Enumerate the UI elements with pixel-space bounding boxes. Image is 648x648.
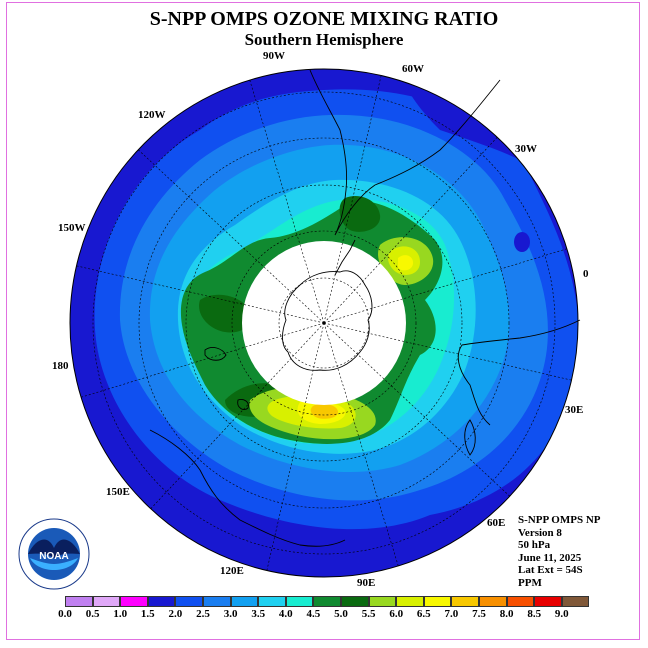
map-boundary [69, 68, 579, 578]
colorbar-tick-label: 7.0 [444, 608, 459, 620]
colorbar-tick-label: 5.0 [334, 608, 348, 620]
colorbar-tick-label: 2.0 [168, 608, 183, 620]
colorbar-tick-label: 6.5 [416, 608, 431, 620]
colorbar-tick-label: 0.0 [58, 608, 72, 620]
lon-label-30w: 30W [515, 143, 537, 155]
colorbar-tick-label: 6.0 [389, 608, 404, 620]
colorbar-tick-label: 0.5 [85, 608, 100, 620]
coastlines [149, 69, 581, 547]
madagascar-coast [464, 419, 476, 456]
lon-label-90e: 90E [357, 577, 376, 589]
colorbar-swatch [285, 596, 314, 607]
noaa-logo: NOAA [18, 518, 90, 590]
info-line-units: PPM [518, 576, 542, 589]
colorbar-swatch [175, 596, 203, 607]
colorbar-swatch [92, 596, 121, 607]
colorbar-swatch [65, 596, 93, 607]
latitude-circles [92, 91, 556, 555]
colorbar-tick-label: 5.5 [361, 608, 376, 620]
info-line-date: June 11, 2025 [518, 551, 582, 564]
colorbar [65, 596, 590, 607]
colorbar-swatch [478, 596, 507, 607]
colorbar-swatch [451, 596, 479, 607]
colorbar-swatch [202, 596, 231, 607]
lon-label-120e: 120E [220, 565, 244, 577]
colorbar-swatch [340, 596, 369, 607]
colorbar-tick-label: 7.5 [472, 608, 486, 620]
info-line-lat-extent: Lat Ext = 54S [518, 564, 583, 576]
lon-label-0: 0 [583, 268, 589, 280]
south-america-coast [309, 69, 501, 236]
lon-label-120w: 120W [138, 109, 166, 121]
antarctica-coast [282, 270, 373, 371]
colorbar-swatch [368, 596, 397, 607]
colorbar-tick-label: 4.5 [306, 608, 321, 620]
colorbar-swatch [561, 596, 590, 607]
colorbar-swatch [313, 596, 341, 607]
map-title: S-NPP OMPS OZONE MIXING RATIO [149, 8, 499, 30]
colorbar-swatch [147, 596, 176, 607]
info-line-pressure: 50 hPa [518, 539, 551, 551]
colorbar-swatch [230, 596, 259, 607]
info-line-satellite: S-NPP OMPS NP [518, 514, 601, 526]
contour-6-5 [297, 255, 414, 424]
noaa-logo-text: NOAA [39, 551, 68, 562]
contour-5-0 [199, 195, 381, 417]
lon-label-180: 180 [52, 360, 69, 372]
lon-label-60w: 60W [402, 63, 424, 75]
contour-low-spot [514, 232, 530, 252]
colorbar-tick-label: 1.5 [140, 608, 155, 620]
lon-label-90w: 90W [263, 50, 285, 62]
lon-label-150e: 150E [106, 486, 130, 498]
colorbar-swatch [506, 596, 535, 607]
colorbar-swatch [396, 596, 424, 607]
lon-label-150w: 150W [58, 222, 86, 234]
antarctic-peninsula [334, 239, 356, 276]
colorbar-tick-label: 8.0 [499, 608, 514, 620]
colorbar-tick-label: 3.0 [223, 608, 238, 620]
colorbar-tick-label: 4.0 [278, 608, 293, 620]
colorbar-tick-label: 8.5 [527, 608, 542, 620]
colorbar-tick-label: 2.5 [196, 608, 210, 620]
colorbar-swatch [258, 596, 286, 607]
colorbar-tick-label: 3.5 [251, 608, 266, 620]
colorbar-swatch [423, 596, 452, 607]
info-line-version: Version 8 [518, 526, 562, 539]
lon-label-60e: 60E [487, 517, 506, 529]
colorbar-tick-label: 1.0 [113, 608, 128, 620]
colorbar-swatch [120, 596, 148, 607]
map-subtitle: Southern Hemisphere [244, 30, 404, 49]
lon-label-30e: 30E [565, 404, 584, 416]
africa-coast [457, 319, 581, 426]
colorbar-labels: 0.0 0.5 1.0 1.5 2.0 2.5 3.0 3.5 4.0 4.5 5.0 5.5 6.0 6… [0, 608, 648, 622]
australia-coast [149, 429, 346, 547]
info-block: S-NPP OMPS NP Version 8 50 hPa June 11, … [518, 514, 601, 589]
colorbar-tick-label: 9.0 [554, 608, 569, 620]
contour-7-0 [310, 403, 338, 419]
tasmania-coast [237, 399, 249, 411]
new-zealand-coast [204, 347, 227, 361]
colorbar-swatch [534, 596, 562, 607]
south-pole-marker [322, 321, 326, 325]
